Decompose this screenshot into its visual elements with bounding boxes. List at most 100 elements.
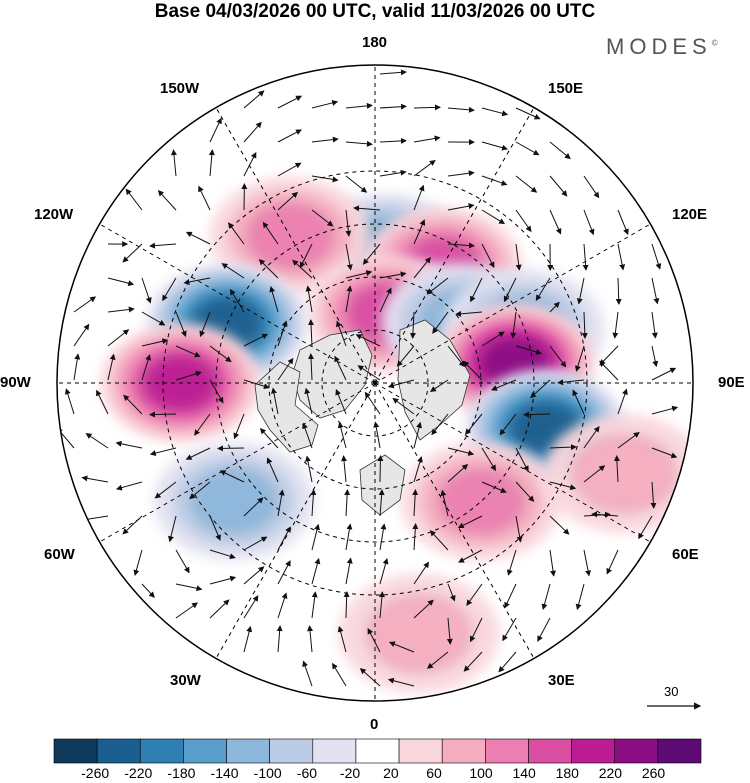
- wind-vector-170: [583, 425, 600, 449]
- wind-vector-38: [277, 191, 298, 211]
- wind-vector-12: [277, 129, 302, 143]
- wind-vector-169: [549, 444, 577, 451]
- wind-vector-0: [379, 69, 407, 76]
- wind-vector-1: [243, 90, 265, 109]
- wind-vector-114: [515, 345, 542, 355]
- colorbar-tick-label-1: -220: [124, 765, 153, 781]
- wind-vector-142: [233, 413, 245, 440]
- wind-vector-246: [502, 617, 517, 642]
- colorbar-tick-label-0: -260: [81, 765, 110, 781]
- wind-vector-99: [612, 311, 619, 339]
- wind-vector-39: [311, 209, 334, 227]
- wind-vector-222: [141, 583, 155, 598]
- wind-vector-134: [557, 379, 585, 386]
- wind-vector-197: [344, 489, 351, 517]
- wind-vector-205: [591, 511, 619, 518]
- wind-vector-157: [115, 440, 143, 449]
- anomaly-high-europe-level-2: [438, 469, 524, 533]
- meridian-30: [374, 382, 535, 659]
- wind-vector-130: [429, 379, 449, 392]
- wind-vector-73: [345, 270, 373, 279]
- wind-vector-162: [302, 422, 313, 449]
- colorbar-tick-label-10: 140: [512, 765, 536, 781]
- wind-vector-56: [345, 243, 353, 271]
- colorbar-tick-label-12: 220: [598, 765, 623, 781]
- wind-vector-74: [379, 271, 407, 279]
- wind-vector-128: [357, 365, 381, 381]
- wind-vector-235: [575, 583, 585, 611]
- wind-vector-225: [243, 566, 265, 585]
- wind-vector-87: [199, 311, 211, 338]
- wind-vector-71: [258, 259, 279, 279]
- wind-vector-125: [277, 357, 294, 381]
- wind-vector-109: [336, 320, 347, 347]
- wind-vector-259: [359, 668, 381, 687]
- lon-label-150w: 150W: [160, 80, 200, 97]
- wind-vector-116: [575, 345, 585, 372]
- wind-vector-140: [149, 411, 177, 418]
- wind-vector-97: [549, 301, 560, 313]
- wind-vector-121: [141, 354, 152, 381]
- colorbar-segment-14: [657, 738, 702, 764]
- wind-vector-35: [157, 190, 177, 211]
- wind-vector-234: [541, 583, 551, 611]
- wind-vector-149: [465, 413, 483, 435]
- colorbar-segment-10: [485, 738, 529, 764]
- north-america-arctic-land: [254, 361, 319, 453]
- wind-vector-70: [221, 263, 245, 279]
- wind-vector-85: [141, 311, 166, 326]
- wind-vector-233: [504, 583, 517, 609]
- wind-vector-84: [107, 306, 135, 313]
- wind-vector-176: [189, 481, 211, 500]
- scandinavia-land: [359, 454, 406, 516]
- meridian-120: [374, 223, 651, 384]
- wind-vector-58: [413, 219, 426, 245]
- wind-vector-2: [277, 95, 303, 109]
- wind-vector-129: [387, 379, 415, 389]
- wind-vector-66: [107, 277, 135, 287]
- wind-vector-138: [96, 389, 109, 415]
- wind-vector-64: [617, 243, 626, 271]
- wind-vector-63: [582, 243, 589, 271]
- wind-vector-9: [515, 107, 541, 120]
- wind-vector-104: [175, 345, 201, 358]
- wind-vector-175: [154, 481, 177, 499]
- wind-vector-131: [463, 360, 483, 381]
- wind-vector-106: [243, 333, 269, 347]
- wind-vector-16: [413, 135, 441, 143]
- wind-vector-219: [549, 549, 556, 577]
- wind-vector-158: [149, 447, 177, 457]
- wind-vector-248: [243, 625, 253, 653]
- wind-vector-77: [470, 277, 483, 303]
- wind-vector-76: [426, 277, 449, 295]
- meridian-300: [99, 382, 376, 543]
- wind-vector-199: [412, 489, 419, 517]
- wind-vector-69: [183, 277, 211, 285]
- wind-vector-59: [447, 242, 475, 249]
- colorbar-tick-label-5: -60: [296, 765, 318, 781]
- colorbar-segment-13: [614, 738, 659, 764]
- colorbar-tick-label-13: 260: [641, 765, 666, 781]
- wind-vector-32: [549, 175, 568, 197]
- wind-vector-146: [364, 391, 381, 415]
- wind-vector-164: [373, 421, 381, 449]
- wind-vector-137: [64, 388, 75, 415]
- wind-vector-139: [123, 394, 143, 415]
- wind-vector-193: [209, 515, 221, 541]
- wind-vector-50: [122, 243, 143, 263]
- colorbar-segment-3: [183, 738, 227, 764]
- wind-vector-113: [481, 331, 505, 347]
- wind-vector-108: [308, 319, 315, 347]
- colorbar-tick-label-2: -180: [167, 765, 196, 781]
- wind-vector-254: [426, 651, 449, 669]
- wind-vector-67: [141, 277, 152, 304]
- wind-vector-189: [650, 481, 657, 509]
- wind-vector-240: [311, 591, 318, 619]
- wind-vector-119: [73, 353, 81, 381]
- wind-vector-27: [379, 169, 407, 177]
- wind-vector-30: [481, 175, 508, 186]
- colorbar-tick-label-11: 180: [555, 765, 579, 781]
- wind-vector-244: [446, 617, 453, 645]
- wind-vector-200: [440, 489, 449, 517]
